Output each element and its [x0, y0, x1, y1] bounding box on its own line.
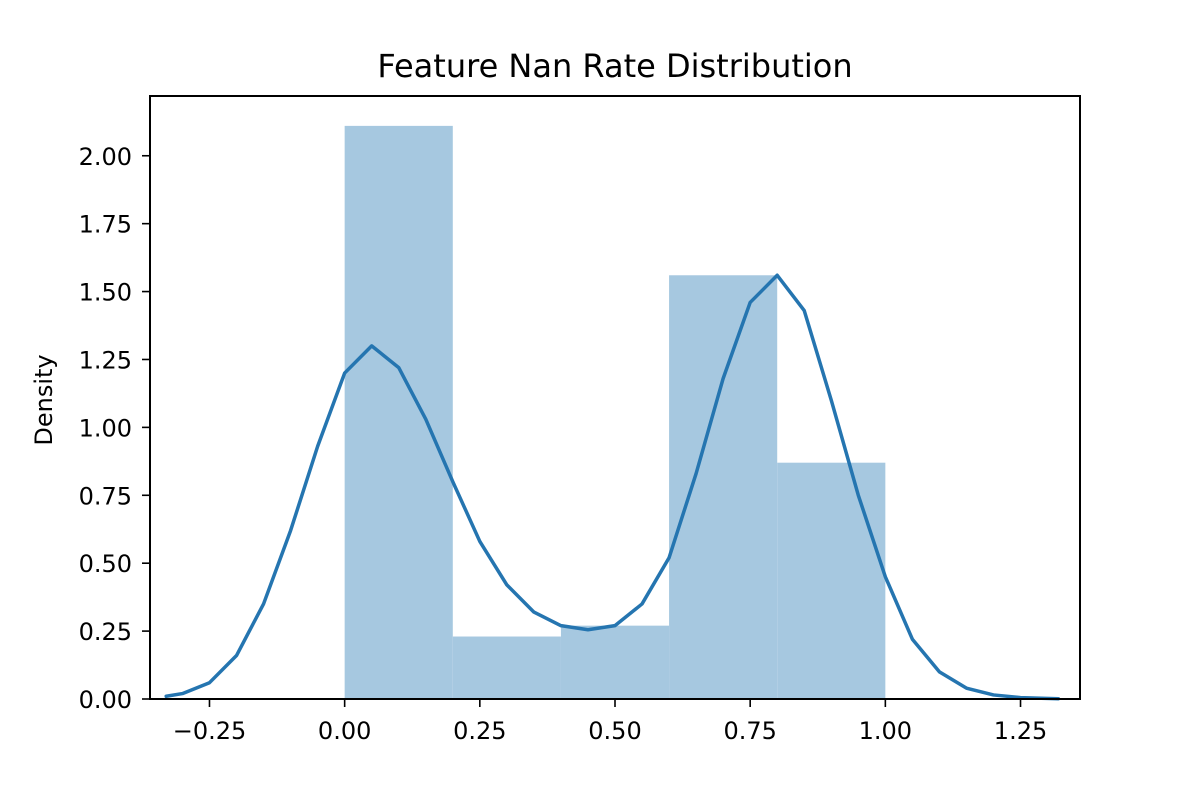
y-tick-label: 0.50 — [79, 550, 132, 578]
histogram-bar-0 — [344, 125, 453, 700]
y-tick-label: 2.00 — [79, 143, 132, 171]
y-axis-label: Density — [30, 354, 58, 445]
x-tick-label: 1.00 — [859, 717, 912, 745]
histogram-bars — [344, 125, 886, 700]
x-tick-label: 0.50 — [588, 717, 641, 745]
histogram-bar-3 — [669, 275, 778, 699]
histogram-bar-1 — [452, 636, 561, 699]
y-tick-label: 1.00 — [79, 414, 132, 442]
kde-curve-layer — [164, 273, 1061, 701]
y-tick-label: 0.00 — [79, 686, 132, 714]
y-tick-label: 0.75 — [79, 482, 132, 510]
x-tick-label: 0.75 — [723, 717, 776, 745]
y-tick-label: 1.50 — [79, 279, 132, 307]
y-tick-label: 1.25 — [79, 346, 132, 374]
y-axis-ticks: 0.00 0.25 0.50 0.75 1.00 1.25 1.50 1.75 2.00 — [79, 143, 150, 714]
histogram-bar-4 — [777, 462, 886, 699]
x-axis-ticks: −0.25 0.00 0.25 0.50 0.75 1.00 1.25 — [173, 699, 1047, 745]
x-tick-label: 0.25 — [453, 717, 506, 745]
chart-title: Feature Nan Rate Distribution — [377, 47, 852, 85]
y-tick-label: 1.75 — [79, 211, 132, 239]
x-tick-label: 0.00 — [318, 717, 371, 745]
x-tick-label: −0.25 — [173, 717, 247, 745]
histogram-bar-2 — [560, 625, 670, 699]
x-tick-label: 1.25 — [994, 717, 1047, 745]
kde-density-curve — [164, 273, 1061, 701]
y-tick-label: 0.25 — [79, 618, 132, 646]
